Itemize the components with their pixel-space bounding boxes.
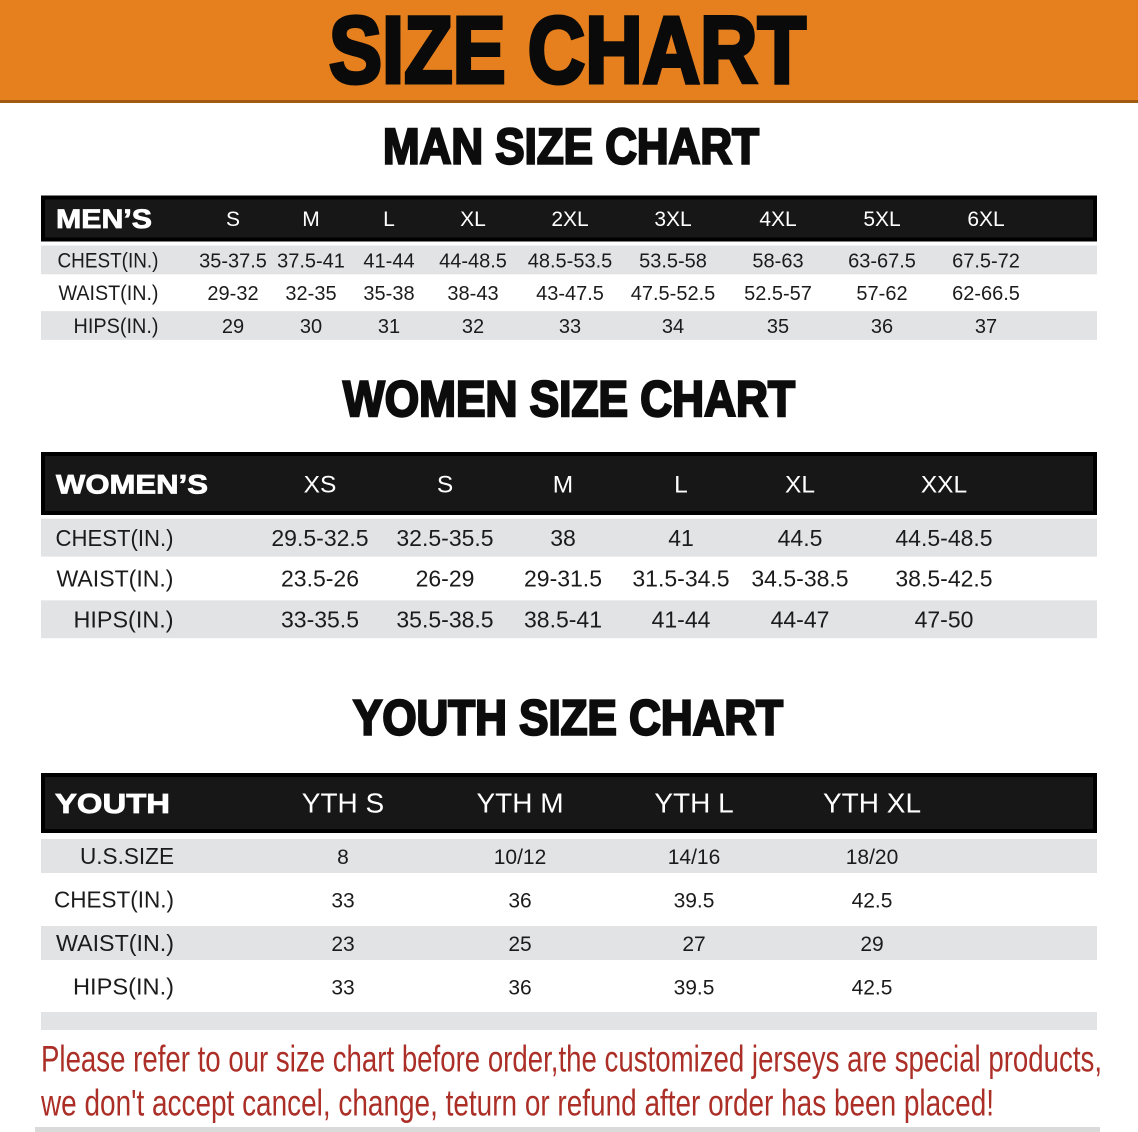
svg-text:WAIST(IN.): WAIST(IN.): [56, 930, 174, 956]
svg-text:XXL: XXL: [921, 472, 967, 499]
svg-text:M: M: [302, 208, 320, 231]
svg-text:48.5-53.5: 48.5-53.5: [528, 250, 613, 272]
svg-text:52.5-57: 52.5-57: [744, 283, 812, 305]
svg-text:36: 36: [871, 316, 893, 338]
svg-text:41-44: 41-44: [363, 250, 414, 272]
svg-text:10/12: 10/12: [494, 846, 547, 869]
svg-text:35.5-38.5: 35.5-38.5: [396, 606, 493, 632]
svg-text:23.5-26: 23.5-26: [281, 566, 359, 592]
svg-text:35-38: 35-38: [363, 283, 414, 305]
svg-text:CHEST(IN.): CHEST(IN.): [58, 248, 159, 272]
svg-text:29.5-32.5: 29.5-32.5: [271, 525, 368, 551]
svg-text:WAIST(IN.): WAIST(IN.): [57, 566, 174, 592]
svg-text:44.5-48.5: 44.5-48.5: [895, 525, 992, 551]
svg-text:L: L: [383, 208, 395, 231]
svg-text:M: M: [553, 472, 573, 499]
svg-text:38-43: 38-43: [447, 283, 498, 305]
svg-text:36: 36: [508, 890, 531, 913]
svg-text:33: 33: [331, 890, 354, 913]
svg-text:39.5: 39.5: [674, 977, 715, 1000]
svg-text:35-37.5: 35-37.5: [199, 250, 267, 272]
svg-text:33: 33: [559, 316, 581, 338]
svg-text:63-67.5: 63-67.5: [848, 250, 916, 272]
svg-text:Please refer to our size chart: Please refer to our size chart before or…: [41, 1039, 1102, 1080]
svg-text:67.5-72: 67.5-72: [952, 250, 1020, 272]
svg-text:6XL: 6XL: [967, 208, 1004, 231]
svg-text:37: 37: [975, 316, 997, 338]
svg-text:32-35: 32-35: [285, 283, 336, 305]
svg-text:S: S: [226, 208, 240, 231]
svg-text:29: 29: [222, 316, 244, 338]
svg-text:38.5-42.5: 38.5-42.5: [895, 566, 992, 592]
svg-text:29-31.5: 29-31.5: [524, 566, 602, 592]
svg-text:31.5-34.5: 31.5-34.5: [632, 566, 729, 592]
svg-text:CHEST(IN.): CHEST(IN.): [54, 887, 174, 913]
svg-text:4XL: 4XL: [759, 208, 796, 231]
svg-text:41: 41: [668, 525, 694, 551]
svg-text:44.5: 44.5: [778, 525, 823, 551]
svg-text:CHEST(IN.): CHEST(IN.): [56, 525, 174, 551]
svg-text:23: 23: [331, 933, 354, 956]
svg-text:42.5: 42.5: [852, 890, 893, 913]
svg-text:57-62: 57-62: [856, 283, 907, 305]
svg-text:8: 8: [337, 846, 349, 869]
svg-text:42.5: 42.5: [852, 977, 893, 1000]
svg-text:L: L: [674, 472, 688, 499]
svg-text:2XL: 2XL: [551, 208, 588, 231]
svg-text:39.5: 39.5: [674, 890, 715, 913]
svg-text:26-29: 26-29: [416, 566, 475, 592]
svg-text:32.5-35.5: 32.5-35.5: [396, 525, 493, 551]
svg-text:14/16: 14/16: [668, 846, 721, 869]
svg-text:WOMEN’S: WOMEN’S: [56, 470, 208, 500]
svg-text:38.5-41: 38.5-41: [524, 606, 602, 632]
svg-text:47-50: 47-50: [915, 606, 974, 632]
svg-text:35: 35: [767, 316, 789, 338]
svg-text:44-48.5: 44-48.5: [439, 250, 507, 272]
svg-text:MAN SIZE CHART: MAN SIZE CHART: [383, 118, 759, 174]
svg-text:YTH M: YTH M: [476, 788, 563, 819]
svg-text:HIPS(IN.): HIPS(IN.): [74, 314, 159, 338]
svg-text:XL: XL: [785, 472, 815, 499]
svg-text:44-47: 44-47: [771, 606, 830, 632]
svg-text:37.5-41: 37.5-41: [277, 250, 345, 272]
svg-text:25: 25: [508, 933, 531, 956]
svg-text:29: 29: [860, 933, 883, 956]
svg-text:WAIST(IN.): WAIST(IN.): [59, 281, 159, 305]
svg-text:SIZE CHART: SIZE CHART: [329, 0, 806, 104]
svg-text:58-63: 58-63: [752, 250, 803, 272]
svg-text:MEN’S: MEN’S: [56, 204, 152, 234]
svg-text:41-44: 41-44: [652, 606, 711, 632]
svg-text:31: 31: [378, 316, 400, 338]
svg-text:43-47.5: 43-47.5: [536, 283, 604, 305]
svg-text:YTH XL: YTH XL: [823, 788, 921, 819]
svg-text:47.5-52.5: 47.5-52.5: [631, 283, 716, 305]
svg-text:29-32: 29-32: [207, 283, 258, 305]
svg-text:33: 33: [331, 977, 354, 1000]
svg-text:34: 34: [662, 316, 684, 338]
svg-text:18/20: 18/20: [846, 846, 899, 869]
svg-text:YOUTH SIZE CHART: YOUTH SIZE CHART: [353, 692, 783, 746]
svg-text:XL: XL: [460, 208, 486, 231]
svg-text:27: 27: [682, 933, 705, 956]
svg-text:HIPS(IN.): HIPS(IN.): [73, 974, 174, 1000]
svg-text:62-66.5: 62-66.5: [952, 283, 1020, 305]
svg-text:33-35.5: 33-35.5: [281, 606, 359, 632]
svg-text:3XL: 3XL: [654, 208, 691, 231]
svg-text:U.S.SIZE: U.S.SIZE: [80, 843, 174, 869]
svg-text:WOMEN SIZE CHART: WOMEN SIZE CHART: [343, 371, 795, 427]
svg-text:34.5-38.5: 34.5-38.5: [751, 566, 848, 592]
svg-text:YTH L: YTH L: [654, 788, 733, 819]
svg-text:30: 30: [300, 316, 322, 338]
svg-text:XS: XS: [304, 472, 337, 499]
svg-text:36: 36: [508, 977, 531, 1000]
svg-text:YOUTH: YOUTH: [55, 788, 170, 819]
svg-text:53.5-58: 53.5-58: [639, 250, 707, 272]
svg-text:HIPS(IN.): HIPS(IN.): [74, 606, 174, 632]
svg-text:38: 38: [550, 525, 576, 551]
svg-text:32: 32: [462, 316, 484, 338]
svg-text:we don't accept cancel, change: we don't accept cancel, change, teturn o…: [40, 1083, 994, 1124]
svg-text:YTH S: YTH S: [302, 788, 384, 819]
svg-text:S: S: [437, 472, 453, 499]
svg-text:5XL: 5XL: [863, 208, 900, 231]
